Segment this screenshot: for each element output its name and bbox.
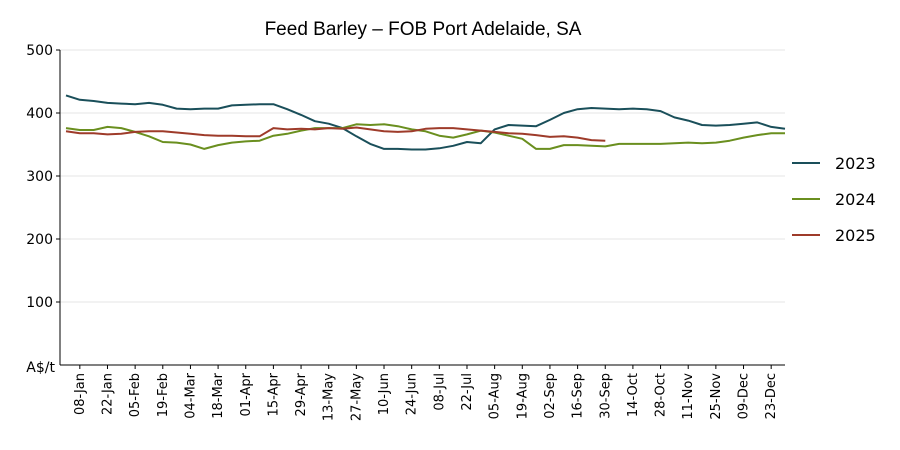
x-tick-label: 29-Apr <box>294 372 309 416</box>
x-tick-label: 10-Jun <box>377 373 392 415</box>
y-tick-label: 200 <box>26 232 53 248</box>
x-tick-labels: 08-Jan 22-Jan 05-Feb 19-Feb 04-Mar 18-Mar 01-A… <box>73 372 779 421</box>
series-layer <box>65 94 786 151</box>
x-tick-label: 22-Jan <box>100 373 115 415</box>
x-tick-label: 18-Mar <box>211 372 226 418</box>
x-tick-label: 24-Jun <box>405 373 420 415</box>
x-tick-label: 02-Sep <box>543 373 558 419</box>
axes <box>56 49 785 369</box>
x-tick-label: 08-Jul <box>432 373 447 411</box>
chart-title: Feed Barley – FOB Port Adelaide, SA <box>265 19 582 40</box>
y-tick-labels: 100 200 300 400 500 <box>26 43 53 311</box>
x-tick-label: 15-Apr <box>266 372 281 416</box>
x-tick-label: 09-Dec <box>737 373 752 419</box>
y-axis-label: A$/t <box>26 360 55 376</box>
grid <box>60 49 785 303</box>
x-tick-label: 25-Nov <box>709 373 724 420</box>
x-tick-label: 16-Sep <box>571 373 586 419</box>
x-tick-label: 05-Feb <box>128 373 143 417</box>
x-tick-label: 22-Jul <box>460 373 475 411</box>
legend-label-2023: 2023 <box>835 154 876 173</box>
y-tick-label: 500 <box>26 43 53 59</box>
legend: 2023 2024 2025 <box>792 154 876 245</box>
x-tick-label: 13-May <box>322 373 337 421</box>
x-tick-label: 19-Feb <box>156 373 171 417</box>
x-tick-label: 14-Oct <box>626 373 641 417</box>
x-tick-label: 11-Nov <box>681 373 696 420</box>
x-tick-label: 30-Sep <box>598 373 613 419</box>
series-line-2025 <box>65 126 606 142</box>
y-tick-label: 400 <box>26 106 53 122</box>
y-tick-label: 300 <box>26 169 53 185</box>
x-tick-label: 04-Mar <box>183 372 198 418</box>
x-tick-label: 27-May <box>349 373 364 421</box>
x-tick-label: 08-Jan <box>73 373 88 415</box>
x-tick-label: 05-Aug <box>488 373 503 419</box>
legend-label-2025: 2025 <box>835 226 876 245</box>
x-tick-label: 28-Oct <box>654 373 669 417</box>
x-tick-label: 19-Aug <box>515 373 530 419</box>
series-line-2024 <box>65 123 785 150</box>
x-tick-label: 01-Apr <box>239 372 254 416</box>
legend-label-2024: 2024 <box>835 190 876 209</box>
series-line-2023 <box>65 94 786 151</box>
x-tick-label: 23-Dec <box>764 373 779 419</box>
y-tick-label: 100 <box>26 295 53 311</box>
